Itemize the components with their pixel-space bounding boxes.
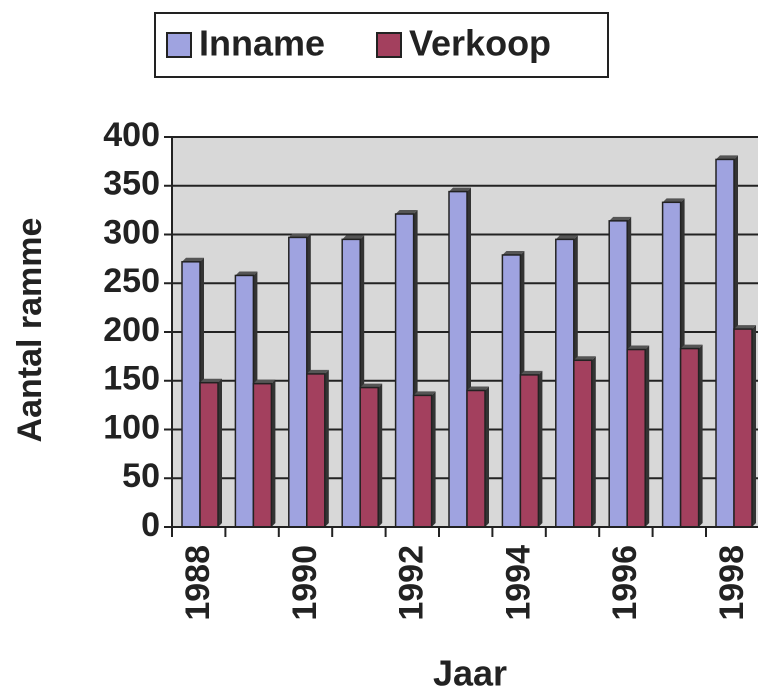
bar-side <box>538 370 543 527</box>
bar-side <box>271 379 276 527</box>
bar <box>341 238 361 528</box>
bar <box>715 158 735 528</box>
bar-top <box>680 344 703 349</box>
bar <box>555 238 575 528</box>
bar <box>359 386 379 528</box>
bar-top <box>360 383 383 388</box>
bar <box>519 374 540 528</box>
bar-top <box>235 271 258 276</box>
bar <box>448 190 468 528</box>
bar-top <box>555 235 578 240</box>
bar-top <box>288 233 311 238</box>
bar <box>181 261 201 528</box>
bar-side <box>752 325 756 527</box>
y-tick-label: 50 <box>122 457 160 495</box>
y-tick-label: 150 <box>103 360 160 398</box>
bar-side <box>324 369 329 527</box>
bar <box>573 359 593 528</box>
bar-top <box>609 216 632 221</box>
x-tick-label: 1990 <box>286 545 324 621</box>
bar <box>306 373 326 528</box>
bar-top <box>182 257 204 262</box>
y-tick-label: 300 <box>103 213 160 251</box>
bar-top <box>716 155 738 160</box>
y-tick-label: 250 <box>103 262 160 300</box>
bar-top <box>395 210 418 215</box>
x-tick-label: 1992 <box>393 545 431 621</box>
y-tick-label: 100 <box>103 408 160 446</box>
bar-side <box>645 345 650 527</box>
bar-side <box>378 383 383 527</box>
bar <box>394 213 415 528</box>
bar <box>661 201 682 528</box>
bar <box>733 328 753 528</box>
bar <box>466 389 486 528</box>
bar <box>608 220 628 528</box>
bar-top <box>734 325 756 330</box>
bar <box>199 381 219 528</box>
legend-swatch <box>376 32 402 58</box>
y-tick-label: 200 <box>103 311 160 349</box>
bar <box>234 274 255 528</box>
bar-side <box>431 391 436 527</box>
bar-top <box>253 379 276 384</box>
bar <box>412 394 433 528</box>
bar-side <box>485 386 489 527</box>
y-tick-label: 350 <box>103 165 160 203</box>
bar-top <box>520 370 543 375</box>
y-axis-label: Aantal ramme <box>11 218 49 443</box>
bar-top <box>573 356 596 361</box>
bar-top <box>200 378 222 383</box>
bar <box>252 382 273 528</box>
x-tick-label: 1994 <box>499 545 537 621</box>
x-tick-label: 1988 <box>179 545 217 621</box>
bar-side <box>218 378 222 527</box>
y-tick-label: 400 <box>103 116 160 154</box>
bar-side <box>591 356 596 527</box>
bar <box>501 254 522 528</box>
bar-top <box>627 345 650 350</box>
bar <box>679 347 700 528</box>
bar-top <box>306 369 329 374</box>
bar-top <box>662 198 685 203</box>
legend-label: Inname <box>199 23 325 64</box>
bar-top <box>467 386 489 391</box>
x-axis-label: Jaar <box>433 653 507 694</box>
legend-label: Verkoop <box>409 23 551 64</box>
x-tick-label: 1998 <box>713 545 751 621</box>
bar-top <box>502 250 525 255</box>
x-tick-label: 1996 <box>606 545 644 621</box>
legend-swatch <box>166 32 192 58</box>
bar-side <box>698 344 703 527</box>
bar <box>288 236 308 528</box>
bar-top <box>449 187 471 192</box>
y-tick-label: 0 <box>141 506 160 544</box>
bar <box>626 348 646 528</box>
bar-top <box>413 391 436 396</box>
bar-top <box>342 235 365 240</box>
